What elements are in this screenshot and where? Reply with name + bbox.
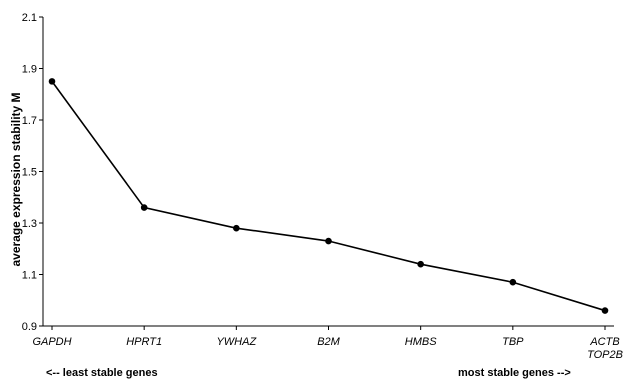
data-point <box>325 237 332 245</box>
x-tick-label-line: B2M <box>317 336 340 348</box>
y-axis-title: average expression stability M <box>9 92 23 266</box>
x-tick-label: HPRT1 <box>126 336 162 348</box>
y-ticks: 0.9 1.1 1.3 1.5 1.7 1.9 2.1 <box>22 12 43 333</box>
data-points <box>48 78 609 314</box>
y-tick-label: 1.9 <box>22 64 37 76</box>
x-tick-label: B2M <box>317 336 340 348</box>
least-stable-note: <-- least stable genes <box>46 367 158 379</box>
x-tick-label: HMBS <box>405 336 437 348</box>
x-tick-label: GAPDH <box>32 336 71 348</box>
plot-frame <box>42 17 614 327</box>
most-stable-note: most stable genes --> <box>458 367 571 379</box>
x-tick-label-line: HPRT1 <box>126 336 162 348</box>
x-tick-label-line: HMBS <box>405 336 437 348</box>
y-tick-label: 1.5 <box>22 167 37 179</box>
data-point <box>140 204 148 211</box>
x-tick-label-line: TBP <box>502 336 524 348</box>
x-ticks: GAPDH HPRT1 YWHAZ B2M HMBS TBP ACTB TOP2B <box>32 326 623 361</box>
data-point <box>48 78 56 85</box>
series-line <box>51 80 606 312</box>
y-tick-label: 1.3 <box>22 218 37 230</box>
y-tick-label: 1.1 <box>22 270 37 282</box>
y-tick-label: 0.9 <box>22 321 37 333</box>
y-tick-label: 1.7 <box>22 115 37 127</box>
y-tick-label: 2.1 <box>22 12 37 24</box>
data-point <box>601 307 609 314</box>
x-tick-label-line: TOP2B <box>587 349 623 361</box>
x-tick-label: TBP <box>502 336 524 348</box>
data-point <box>509 278 517 286</box>
x-tick-label-line: GAPDH <box>32 336 71 348</box>
data-point <box>233 224 240 232</box>
x-tick-label-line: ACTB <box>589 336 619 348</box>
x-tick-label-line: YWHAZ <box>216 336 257 348</box>
x-tick-label: YWHAZ <box>216 336 257 348</box>
data-point <box>417 260 424 268</box>
x-tick-label: ACTB TOP2B <box>587 336 623 361</box>
